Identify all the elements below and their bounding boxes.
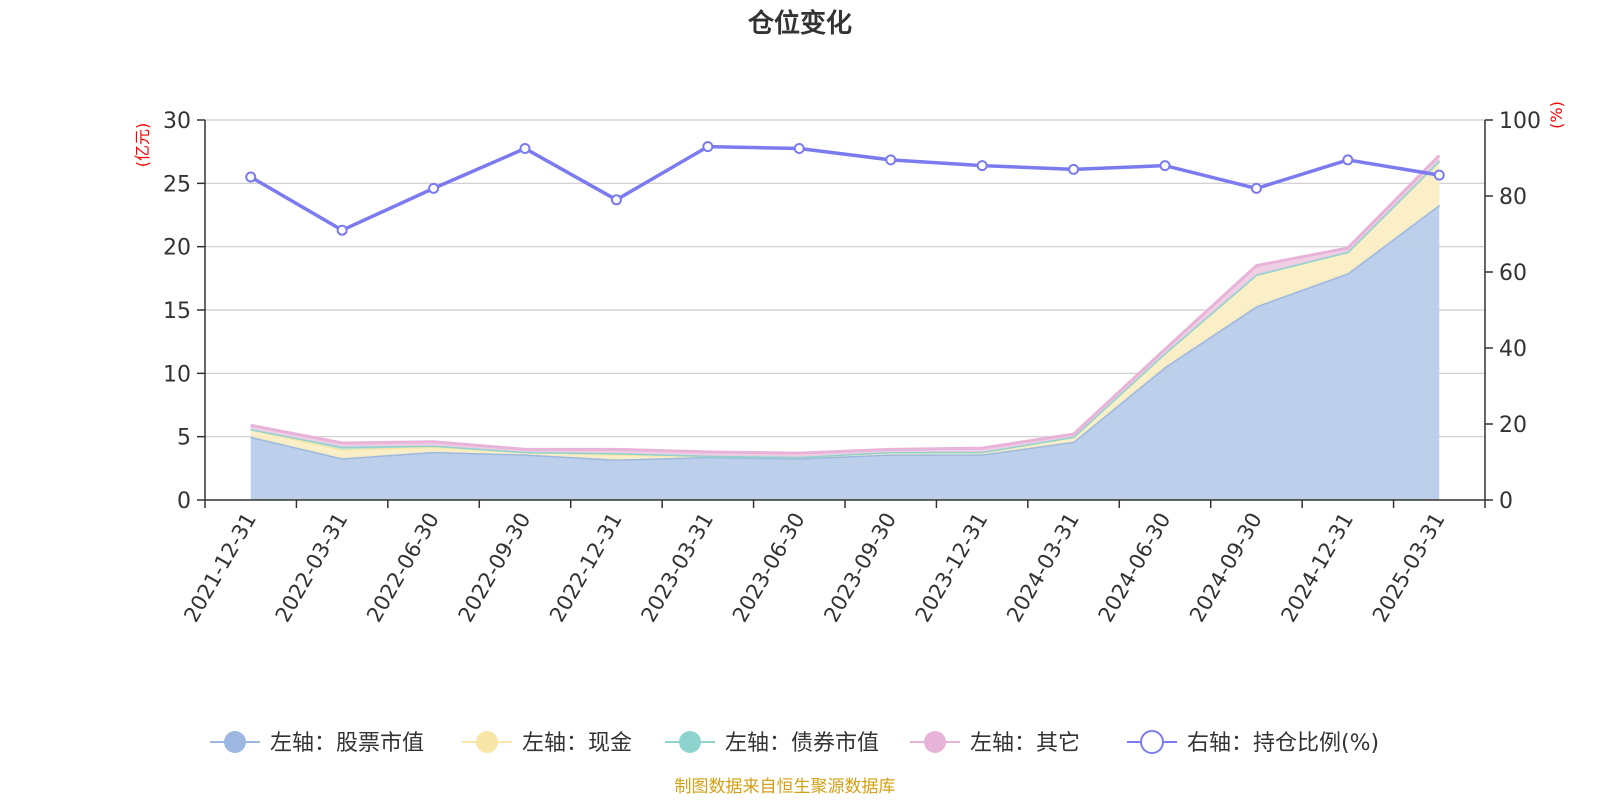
legend-label: 左轴：债券市值 <box>725 731 879 756</box>
ratio-point <box>336 224 348 236</box>
right-axis-tick-label: 40 <box>1499 337 1527 362</box>
left-axis-tick-label: 30 <box>163 109 191 134</box>
x-axis-tick-label: 2022-03-31 <box>271 509 353 627</box>
source-note: 制图数据来自恒生聚源数据库 <box>675 777 896 797</box>
area-左轴：股票市值 <box>250 204 1440 500</box>
ratio-line-path <box>249 144 1440 233</box>
ratio-point <box>428 182 440 194</box>
legend-marker <box>224 731 246 753</box>
x-axis-tick-label: 2024-06-30 <box>1094 509 1176 627</box>
right-axis-tick-label: 60 <box>1499 261 1527 286</box>
legend-label: 右轴：持仓比例(%) <box>1187 731 1379 756</box>
legend-label: 左轴：现金 <box>522 731 632 756</box>
x-axis-tick-label: 2023-12-31 <box>911 509 993 627</box>
ratio-line <box>245 141 1445 236</box>
legend-marker <box>1140 730 1164 754</box>
legend: 左轴：股票市值 左轴：现金 左轴：债券市值 左轴：其它 右轴：持仓比例(%) <box>210 730 1379 756</box>
x-axis-tick-label: 2023-06-30 <box>728 509 810 627</box>
x-axis-tick-label: 2021-12-31 <box>179 509 261 627</box>
ratio-point <box>976 160 988 172</box>
stacked-areas <box>250 154 1441 500</box>
ratio-point <box>1342 154 1354 166</box>
right-axis-tick-label: 80 <box>1499 185 1527 210</box>
ratio-point <box>793 143 805 154</box>
left-axis-tick-label: 15 <box>163 299 191 324</box>
x-axis-tick-label: 2024-12-31 <box>1276 509 1358 627</box>
ratio-point <box>519 143 531 154</box>
right-axis-unit-label: (%) <box>1547 101 1566 129</box>
x-axis-tick-label: 2025-03-31 <box>1368 509 1450 627</box>
ratio-point <box>1068 163 1080 175</box>
legend-marker <box>476 731 498 753</box>
ratio-point <box>610 194 622 206</box>
x-axis-tick-label: 2024-03-31 <box>1002 509 1084 627</box>
right-axis-tick-label: 100 <box>1499 109 1541 134</box>
left-axis-tick-label: 25 <box>163 172 191 197</box>
legend-marker <box>924 731 946 753</box>
x-axis-tick-label: 2022-06-30 <box>362 509 444 627</box>
ratio-point <box>885 154 897 166</box>
area-左轴：现金 <box>250 160 1440 460</box>
area-edge-左轴：其它 <box>250 154 1441 455</box>
ratio-point <box>245 171 257 183</box>
legend-label: 左轴：其它 <box>970 731 1080 756</box>
x-axis-tick-label: 2022-09-30 <box>454 509 536 627</box>
right-axis-tick-label: 0 <box>1499 489 1513 514</box>
left-axis-tick-label: 10 <box>163 362 191 387</box>
left-axis-tick-label: 5 <box>177 426 191 451</box>
ratio-point <box>1433 169 1445 181</box>
legend-marker <box>679 731 701 753</box>
chart-title: 仓位变化 <box>747 8 852 39</box>
left-axis-unit-label: (亿元) <box>133 123 152 168</box>
legend-label: 左轴：股票市值 <box>270 731 424 756</box>
x-axis-tick-label: 2023-09-30 <box>819 509 901 627</box>
ratio-point <box>1250 182 1262 194</box>
right-axis-tick-label: 20 <box>1499 413 1527 438</box>
left-axis-tick-label: 20 <box>163 236 191 261</box>
ratio-point <box>702 141 714 153</box>
x-axis-tick-label: 2023-03-31 <box>636 509 718 627</box>
x-axis-tick-label: 2024-09-30 <box>1185 509 1267 627</box>
left-axis-tick-label: 0 <box>177 489 191 514</box>
x-axis-tick-label: 2022-12-31 <box>545 509 627 627</box>
ratio-point <box>1159 160 1171 172</box>
